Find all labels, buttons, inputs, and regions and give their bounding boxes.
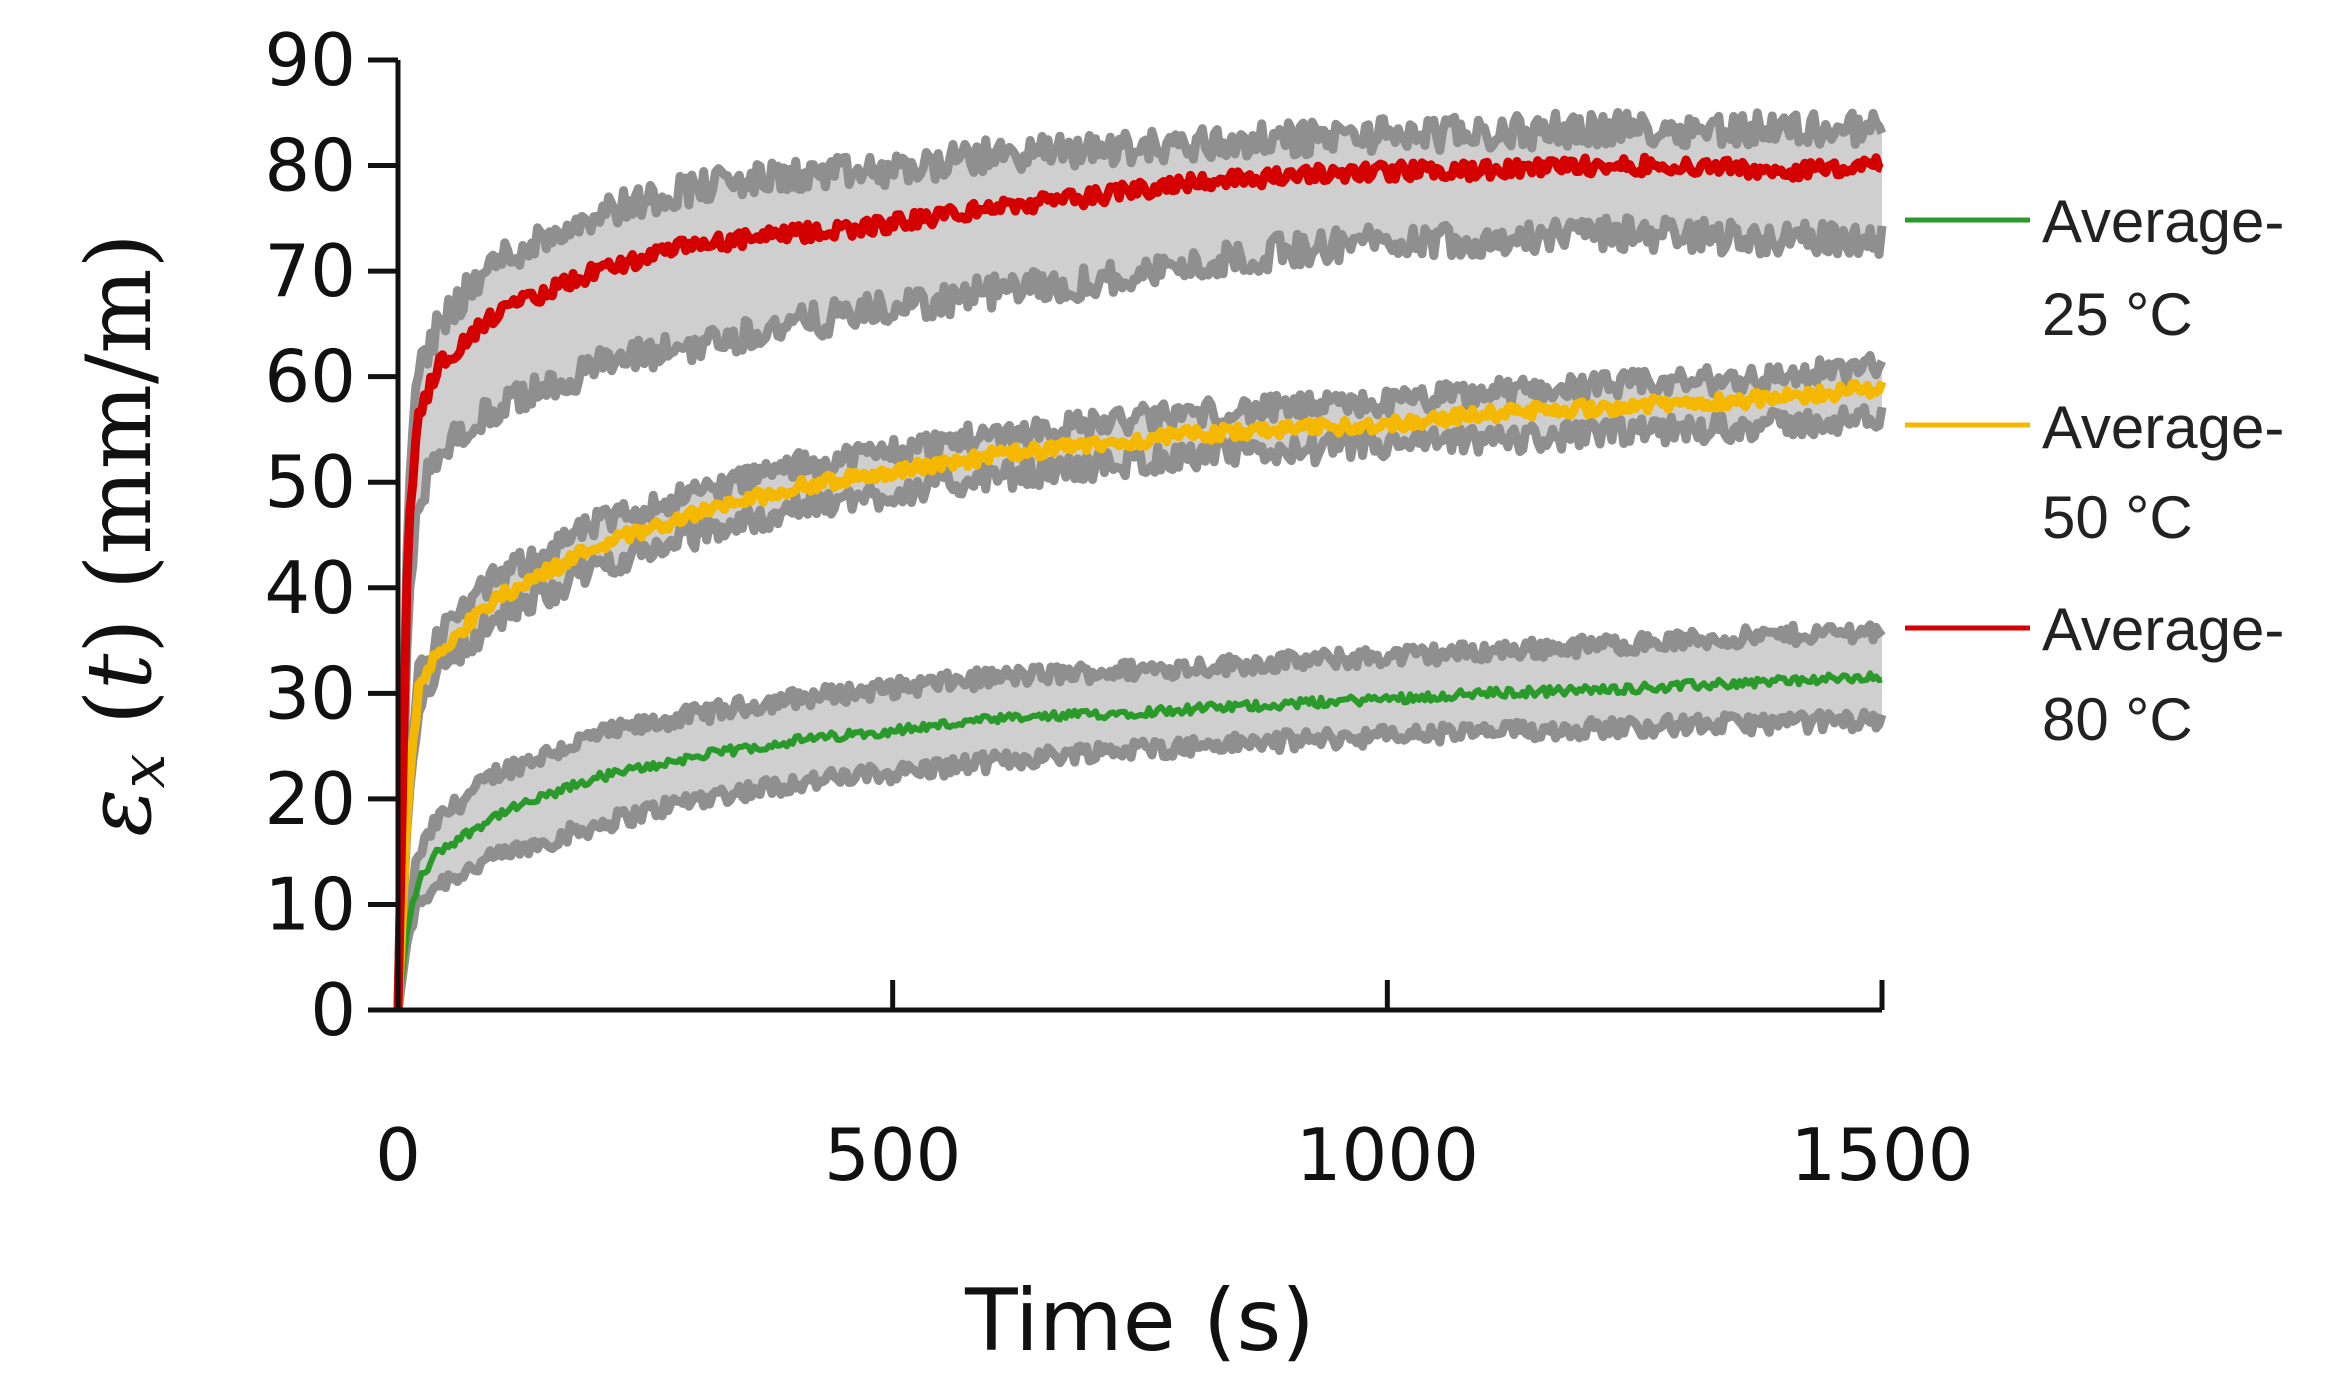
x-tick-label-0: 0: [375, 1113, 421, 1197]
legend: Average- 25 °C Average- 50 °C Average- 8…: [1905, 188, 2284, 753]
x-tick-label-500: 500: [824, 1113, 961, 1197]
legend-label-50c-line2: 50 °C: [2042, 484, 2193, 551]
y-tick-label-50: 50: [264, 440, 356, 524]
legend-label-80c-line1: Average-: [2042, 596, 2284, 663]
band-upper-25c: [393, 620, 1886, 1011]
y-tick-label-60: 60: [264, 335, 356, 419]
x-tick-label-1000: 1000: [1296, 1113, 1479, 1197]
average-line-25c: [395, 670, 1883, 1011]
y-tick-label-70: 70: [264, 229, 356, 313]
axes: [395, 60, 1882, 1013]
legend-label-25c-line1: Average-: [2042, 188, 2284, 255]
y-tick-label-20: 20: [264, 757, 356, 841]
y-tick-label-30: 30: [264, 651, 356, 735]
legend-label-50c-line1: Average-: [2042, 394, 2284, 461]
average-line-50c: [393, 379, 1887, 1011]
y-tick-label-90: 90: [264, 18, 356, 102]
y-tick-label-0: 0: [310, 968, 356, 1052]
band-lower-25c: [393, 707, 1887, 1011]
band-fill-80c: [398, 112, 1882, 1010]
noise-bands: [393, 108, 1887, 1011]
band-upper-80c: [393, 108, 1887, 1011]
y-ticks: 0 10 20 30 40 50 60 70 80 90: [264, 18, 398, 1052]
x-axis-title: Time (s): [964, 1271, 1315, 1371]
band-lower-50c: [393, 403, 1887, 1011]
y-axis-title: εx (t) (mm/m): [67, 233, 179, 836]
y-tick-label-10: 10: [264, 862, 356, 946]
band-lower-80c: [393, 213, 1887, 1011]
y-tick-label-80: 80: [264, 124, 356, 208]
average-lines: [393, 152, 1887, 1011]
x-ticks: 0 500 1000 1500: [375, 980, 1974, 1197]
legend-label-25c-line2: 25 °C: [2042, 281, 2193, 348]
y-tick-label-40: 40: [264, 546, 356, 630]
x-tick-label-1500: 1500: [1790, 1113, 1973, 1197]
band-upper-50c: [393, 351, 1887, 1011]
legend-label-80c-line2: 80 °C: [2042, 686, 2193, 753]
average-line-80c: [393, 152, 1884, 1011]
